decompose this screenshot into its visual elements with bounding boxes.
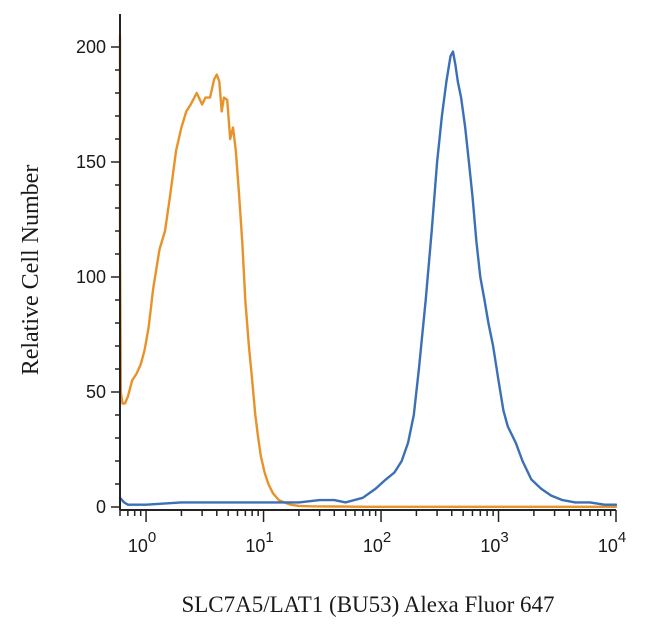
y-tick-label: 150	[76, 152, 106, 172]
x-tick-label: 102	[363, 529, 391, 556]
y-tick-label: 50	[86, 382, 106, 402]
x-axis-title: SLC7A5/LAT1 (BU53) Alexa Fluor 647	[181, 592, 554, 617]
x-tick-label: 100	[128, 529, 156, 556]
blue-histogram-line	[118, 50, 618, 506]
y-axis-title: Relative Cell Number	[18, 165, 44, 376]
x-tick-label: 101	[245, 529, 273, 556]
x-tick-label: 104	[598, 529, 626, 556]
x-tick-label: 103	[480, 529, 508, 556]
plot-area	[118, 34, 618, 508]
y-tick-label: 200	[76, 37, 106, 57]
y-tick-label: 0	[96, 497, 106, 517]
orange-histogram-line	[118, 34, 618, 508]
y-tick-label: 100	[76, 267, 106, 287]
y-axis: 0 50 100 150 200	[76, 14, 121, 517]
x-axis: 100 101 102 103 104	[119, 509, 626, 556]
